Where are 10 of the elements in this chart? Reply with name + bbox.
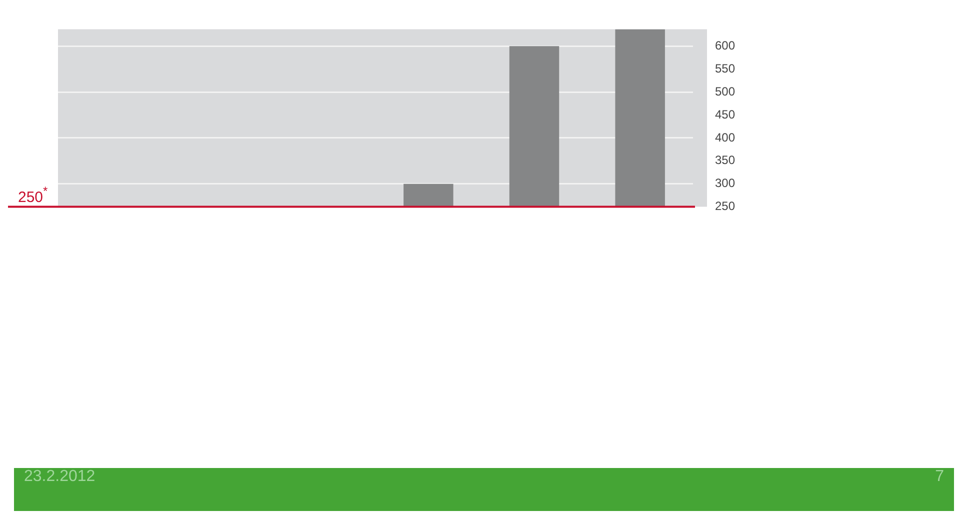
y-tick-label: 250 [715,199,736,214]
y-tick-label: 350 [715,153,736,168]
y-tick-label: 400 [715,130,736,144]
y-tick-label: 300 [715,176,736,190]
y-tick-label: 500 [715,84,736,98]
y-tick-label: 450 [715,107,736,122]
y-tick-label: 550 [715,61,736,76]
ref-line-label: 250* [18,184,48,206]
y-tick-label: 600 [715,38,736,52]
footer-strip: 23.2.2012 7 [14,468,954,511]
